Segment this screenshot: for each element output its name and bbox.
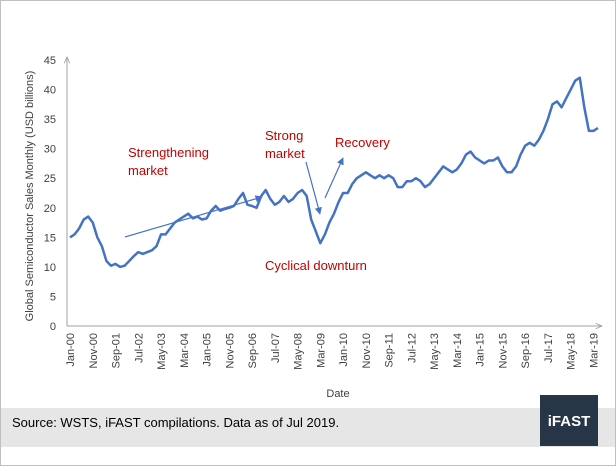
x-tick-label: Jan-00 <box>65 333 77 367</box>
x-axis-label: Date <box>326 388 349 400</box>
x-tick-label: May-13 <box>429 333 441 370</box>
logo-box <box>540 395 598 446</box>
y-tick-label: 40 <box>44 85 56 97</box>
x-tick-label: Jan-05 <box>202 333 214 367</box>
x-tick-label: Jan-15 <box>475 333 487 367</box>
x-tick-label: May-18 <box>566 333 578 370</box>
source: Source: WSTS, iFAST compilations. Data a… <box>12 415 339 430</box>
x-tick-label: Mar-14 <box>452 333 464 368</box>
y-tick-label: 30 <box>44 144 56 156</box>
x-tick-label: Mar-09 <box>315 333 327 368</box>
y-tick-label: 5 <box>50 291 56 303</box>
x-tick-label: Sep-01 <box>111 333 123 368</box>
annotation: market <box>128 163 168 178</box>
x-tick-label: Sep-06 <box>247 333 259 368</box>
x-tick-label: Nov-10 <box>361 333 373 368</box>
x-tick-label: Nov-15 <box>497 333 509 368</box>
data-line <box>69 76 599 269</box>
x-tick-label: Jul-02 <box>133 333 145 363</box>
y-tick-label: 45 <box>44 55 56 67</box>
x-tick-label: Sep-16 <box>520 333 532 368</box>
x-tick-label: May-08 <box>293 333 305 370</box>
plot: 0 5 10 15 20 25 30 35 40 45 Jan-00 Nov-00 Sep-01 Jul-… <box>44 55 601 370</box>
annotation: Cyclical downturn <box>265 258 367 273</box>
x-tick-label: Jul-07 <box>270 333 282 363</box>
x-tick-label: May-03 <box>156 333 168 370</box>
annotation: Recovery <box>335 135 390 150</box>
x-tick-label: Jul-17 <box>543 333 555 363</box>
x-tick-label: Sep-11 <box>384 333 396 368</box>
annotation: Strong <box>265 128 303 143</box>
x-tick-label: Nov-00 <box>88 333 100 368</box>
annotation: market <box>265 146 305 161</box>
arrow <box>305 161 322 215</box>
y-tick-label: 10 <box>44 262 56 274</box>
x-tick-label: Mar-04 <box>179 333 191 368</box>
y-tick-label: 0 <box>50 321 56 333</box>
y-tick-label: 15 <box>44 232 56 244</box>
x-tick-label: Mar-19 <box>588 333 600 368</box>
annotation: Strengthening <box>128 145 209 160</box>
x-tick-label: Jul-12 <box>406 333 418 363</box>
y-axis-label: Global Semiconductor Sales Monthly (USD … <box>24 71 36 322</box>
y-tick-label: 35 <box>44 114 56 126</box>
arrow <box>324 157 344 199</box>
footer-band <box>1 408 615 447</box>
y-tick-label: 25 <box>44 173 56 185</box>
x-tick-label: Nov-05 <box>224 333 236 368</box>
x-tick-label: Jan-10 <box>338 333 350 367</box>
y-tick-label: 20 <box>44 203 56 215</box>
logo: iFAST <box>548 413 591 430</box>
